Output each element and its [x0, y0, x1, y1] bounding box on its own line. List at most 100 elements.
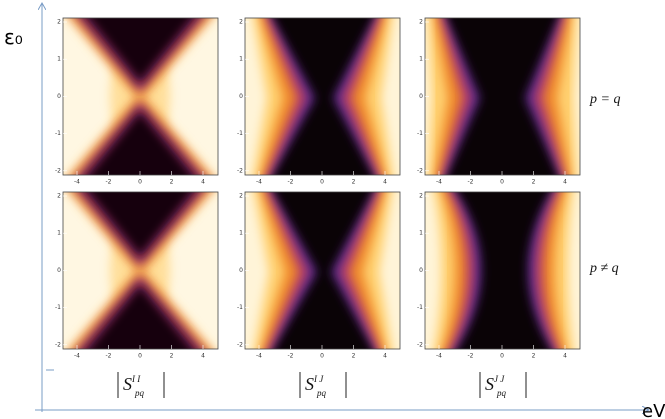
row-label: p = q [589, 92, 620, 107]
heat-band [245, 18, 267, 175]
y-tick-label: -2 [417, 167, 423, 174]
heat-band [381, 18, 400, 175]
x-tick-label: 0 [320, 353, 324, 360]
y-tick-label: 1 [239, 230, 243, 237]
column-label: SJ J pq [485, 374, 507, 398]
panel: -4 -2 0 2 4 2 1 0 -1 -2 [417, 17, 581, 186]
heat-band [567, 192, 580, 349]
y-tick-label: 1 [419, 56, 423, 63]
y-tick-label: 0 [239, 93, 243, 100]
heat-band [573, 18, 580, 175]
y-tick-label: -2 [417, 341, 423, 348]
heatmap [425, 18, 580, 175]
symbol: S [485, 374, 494, 394]
y-tick-label: 1 [57, 56, 61, 63]
y-tick-label: -1 [55, 304, 61, 311]
panel: -4 -2 0 2 4 2 1 0 -1 -2 [55, 17, 219, 186]
subscript: pq [134, 388, 145, 398]
y-tick-label: 2 [239, 19, 243, 26]
x-tick-label: 4 [563, 179, 567, 186]
x-tick-label: -4 [256, 179, 262, 186]
y-tick-label: -2 [237, 167, 243, 174]
y-tick-label: -1 [417, 130, 423, 137]
heatmap [425, 192, 580, 349]
heatmap [245, 18, 400, 175]
y-tick-label: -2 [55, 341, 61, 348]
x-tick-label: -2 [468, 179, 474, 186]
y-tick-label: 0 [57, 267, 61, 274]
x-tick-label: -4 [436, 353, 442, 360]
y-tick-label: 1 [419, 230, 423, 237]
x-tick-label: -2 [106, 179, 112, 186]
y-tick-label: 1 [57, 230, 61, 237]
symbol: S [123, 374, 132, 394]
x-tick-label: -4 [436, 179, 442, 186]
y-tick-label: 0 [419, 267, 423, 274]
panel: -4 -2 0 2 4 2 1 0 -1 -2 [417, 191, 581, 360]
y-tick-label: 0 [419, 93, 423, 100]
column-label: SI J pq [305, 374, 327, 398]
x-tick-label: 0 [138, 353, 142, 360]
heat-band [557, 18, 580, 175]
y-tick-label: -1 [237, 304, 243, 311]
y-axis-label: ε₀ [4, 25, 23, 49]
x-tick-label: -4 [256, 353, 262, 360]
heat-band [425, 18, 448, 175]
subscript: pq [316, 388, 327, 398]
x-tick-label: 4 [383, 353, 387, 360]
y-tick-label: 2 [419, 19, 423, 26]
y-tick-label: -1 [237, 130, 243, 137]
superscript: I J [313, 374, 324, 384]
x-tick-label: 4 [201, 353, 205, 360]
y-tick-label: 2 [57, 19, 61, 26]
heat-band [87, 110, 194, 175]
panel: -4 -2 0 2 4 2 1 0 -1 -2 [237, 191, 401, 360]
x-tick-label: -4 [74, 179, 80, 186]
x-tick-label: 0 [500, 353, 504, 360]
heat-band [87, 192, 194, 258]
heatmap [63, 192, 218, 349]
subscript: pq [496, 388, 507, 398]
x-tick-label: 2 [352, 353, 356, 360]
y-tick-label: -2 [237, 341, 243, 348]
heatmap [63, 18, 218, 175]
y-tick-label: 1 [239, 56, 243, 63]
x-tick-label: -2 [288, 179, 294, 186]
superscript: J J [494, 374, 505, 384]
x-tick-label: 4 [201, 179, 205, 186]
y-tick-label: 0 [57, 93, 61, 100]
x-tick-label: 0 [320, 179, 324, 186]
x-axis-label: eV [642, 401, 665, 419]
heat-band [87, 284, 194, 349]
heat-band [425, 192, 442, 349]
x-tick-label: 2 [170, 179, 174, 186]
row-label: p ≠ q [589, 261, 619, 276]
x-tick-label: -2 [288, 353, 294, 360]
y-tick-label: -1 [55, 130, 61, 137]
superscript: I I [131, 374, 141, 384]
x-tick-label: -2 [468, 353, 474, 360]
heatmap [245, 192, 400, 349]
x-tick-label: 0 [500, 179, 504, 186]
x-tick-label: 2 [532, 353, 536, 360]
y-tick-label: -2 [55, 167, 61, 174]
y-tick-label: 0 [239, 267, 243, 274]
x-tick-label: -4 [74, 353, 80, 360]
x-tick-label: 2 [532, 179, 536, 186]
panel: -4 -2 0 2 4 2 1 0 -1 -2 [55, 191, 219, 360]
x-tick-label: 0 [138, 179, 142, 186]
y-tick-label: 2 [57, 193, 61, 200]
heat-band [87, 18, 194, 84]
y-tick-label: -1 [417, 304, 423, 311]
x-tick-label: 2 [170, 353, 174, 360]
x-tick-label: -2 [106, 353, 112, 360]
y-tick-label: 2 [419, 193, 423, 200]
x-tick-label: 4 [383, 179, 387, 186]
panel: -4 -2 0 2 4 2 1 0 -1 -2 [237, 17, 401, 186]
y-tick-label: 2 [239, 193, 243, 200]
x-tick-label: 4 [563, 353, 567, 360]
symbol: S [305, 374, 314, 394]
heat-band [245, 192, 269, 349]
